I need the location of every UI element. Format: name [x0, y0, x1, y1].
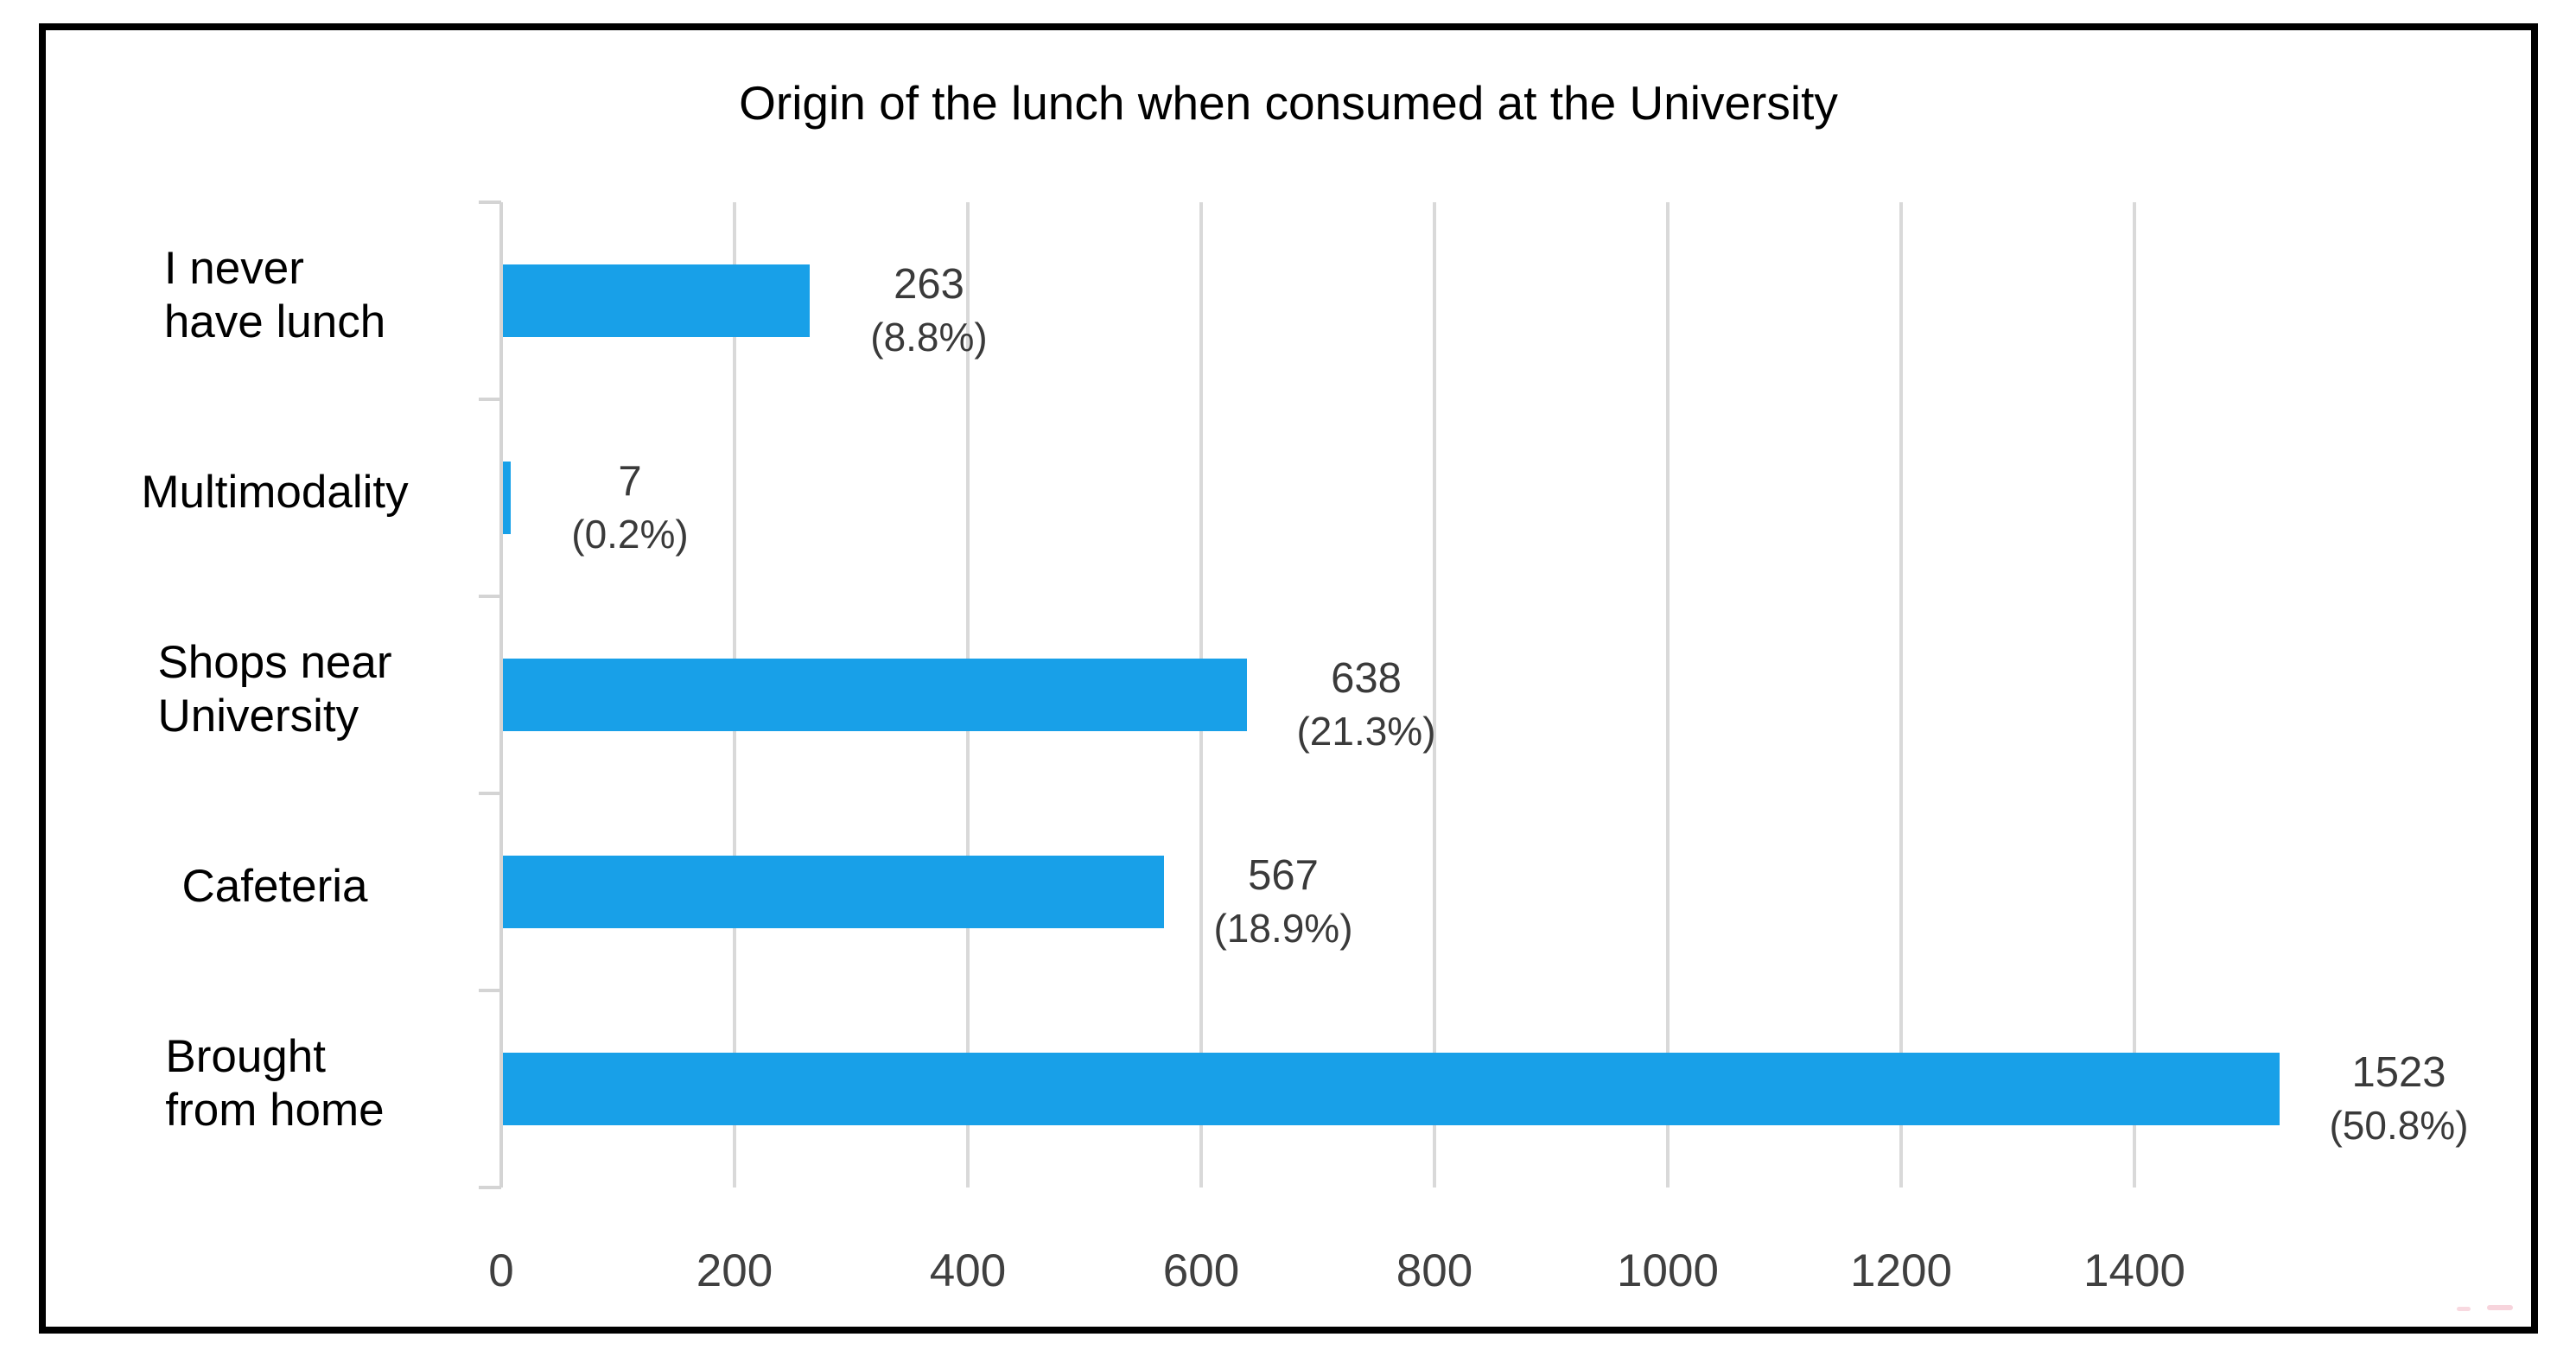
category-label-text: Cafeteria [181, 861, 368, 912]
gridline [1666, 202, 1670, 1188]
gridline [1899, 202, 1903, 1188]
bar-value-block: 567 (18.9%) [1180, 849, 1387, 954]
bar-value-block: 263 (8.8%) [825, 258, 1033, 363]
bar [503, 462, 511, 534]
category-label: Brought from home [72, 1030, 478, 1137]
bar-value-label: 567 [1248, 852, 1319, 899]
category-label-text: I never have lunch [163, 243, 386, 347]
y-axis-line [499, 202, 503, 1188]
x-tick-label: 0 [488, 1245, 514, 1296]
x-tick-label: 1000 [1617, 1245, 1719, 1296]
axis-tick [479, 792, 501, 795]
bar-percent-label: (50.8%) [2329, 1103, 2469, 1148]
bar-percent-label: (8.8%) [870, 315, 988, 360]
bar [503, 659, 1247, 731]
x-tick-label: 800 [1396, 1245, 1473, 1296]
gridline [2133, 202, 2136, 1188]
bar-percent-label: (21.3%) [1296, 709, 1436, 754]
category-label: Cafeteria [72, 860, 478, 914]
x-tick-label: 400 [929, 1245, 1007, 1296]
category-label-text: Multimodality [141, 467, 409, 518]
bar-value-block: 7 (0.2%) [526, 455, 734, 560]
axis-tick [479, 989, 501, 992]
category-label-text: Shops near University [157, 637, 392, 742]
bar-value-label: 1523 [2351, 1049, 2446, 1096]
watermark-artifact [2457, 1307, 2471, 1311]
bar-value-label: 638 [1331, 655, 1402, 702]
bar-value-block: 638 (21.3%) [1263, 652, 1470, 757]
gridline [1433, 202, 1436, 1188]
x-tick-label: 1200 [1850, 1245, 1952, 1296]
axis-tick [479, 398, 501, 401]
bar-value-label: 263 [894, 261, 964, 308]
x-tick-label: 600 [1162, 1245, 1240, 1296]
category-label: Multimodality [72, 466, 478, 519]
bar-percent-label: (0.2%) [571, 512, 689, 557]
axis-tick [479, 1186, 501, 1189]
bar [503, 1053, 2280, 1125]
axis-tick [479, 201, 501, 204]
bar-value-block: 1523 (50.8%) [2295, 1046, 2503, 1151]
category-label: Shops near University [72, 636, 478, 743]
bar-value-label: 7 [618, 458, 642, 505]
bar-percent-label: (18.9%) [1213, 906, 1353, 951]
category-label: I never have lunch [72, 242, 478, 349]
chart-frame: Origin of the lunch when consumed at the… [39, 23, 2538, 1334]
axis-tick [479, 595, 501, 598]
x-tick-label: 200 [696, 1245, 773, 1296]
watermark-artifact [2487, 1305, 2513, 1310]
chart-title: Origin of the lunch when consumed at the… [739, 76, 1838, 130]
category-label-text: Brought from home [165, 1031, 385, 1136]
bar [503, 856, 1164, 928]
x-tick-label: 1400 [2083, 1245, 2185, 1296]
bar [503, 264, 810, 337]
